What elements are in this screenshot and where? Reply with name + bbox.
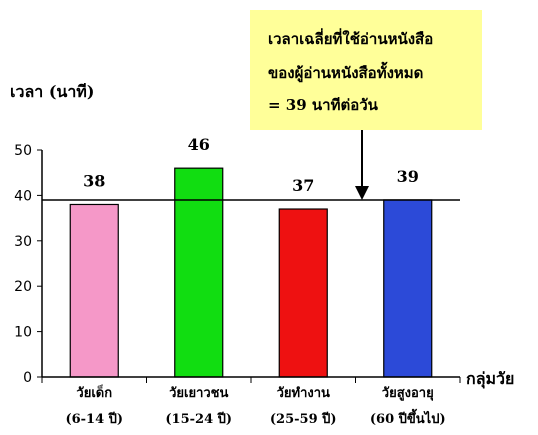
value-label: 37: [292, 176, 314, 195]
axes: [41, 130, 461, 383]
bars: [69, 167, 433, 378]
value-label: 39: [397, 167, 419, 186]
category-labels: วัยเด็ก (6-14 ปี) วัยเยาวชน (15-24 ปี) วัยทำ…: [65, 383, 445, 427]
annotation-line-1: เวลาเฉลี่ยที่ใช้อ่านหนังสือ: [268, 28, 433, 48]
value-label: 46: [188, 135, 210, 154]
y-ticks: 0 10 20 30 40 50: [14, 143, 42, 386]
category-sublabel: (25-59 ปี): [270, 411, 337, 427]
category-sublabel: (60 ปีขึ้นไป): [370, 408, 446, 427]
y-tick-label: 0: [23, 370, 32, 386]
value-labels: 38 46 37 39: [83, 135, 419, 195]
category-sublabel: (15-24 ปี): [165, 411, 232, 427]
bar: [383, 199, 433, 378]
annotation-arrow-head: [355, 185, 369, 200]
category-label: วัยทำงาน: [277, 385, 330, 401]
value-label: 38: [83, 171, 105, 190]
y-tick-label: 30: [14, 234, 32, 250]
category-label: วัยเด็ก: [76, 383, 112, 401]
y-tick-label: 20: [14, 279, 32, 295]
category-label: วัยสูงอายุ: [382, 386, 434, 401]
bar: [278, 208, 328, 378]
annotation-box: [250, 10, 482, 130]
y-tick-label: 10: [14, 325, 32, 341]
y-tick-label: 50: [14, 143, 32, 159]
x-axis-title: กลุ่มวัย: [466, 369, 514, 389]
annotation-line-2: ของผู้อ่านหนังสือทั้งหมด: [268, 61, 423, 83]
bar: [69, 203, 119, 378]
y-axis-title: เวลา (นาที): [10, 82, 94, 101]
category-label: วัยเยาวชน: [169, 386, 228, 401]
annotation-line-3: = 39 นาทีต่อวัน: [268, 96, 379, 114]
category-sublabel: (6-14 ปี): [65, 411, 123, 427]
y-tick-label: 40: [14, 188, 32, 204]
